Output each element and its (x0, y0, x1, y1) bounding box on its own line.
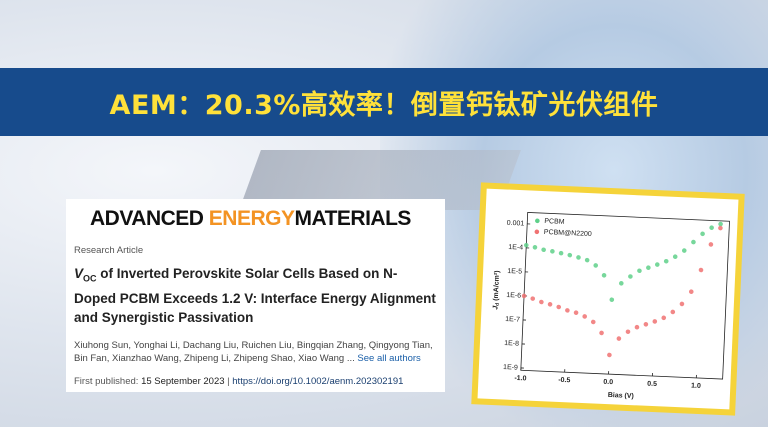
authors: Xiuhong Sun, Yonghai Li, Dachang Liu, Ru… (74, 339, 437, 366)
journal-part: MATERIALS (294, 207, 411, 230)
data-point (691, 239, 696, 245)
published-label: First published: (74, 375, 139, 387)
x-tick-label: -1.0 (514, 375, 526, 383)
data-point (637, 268, 642, 274)
x-tick-label: -0.5 (558, 377, 570, 385)
data-point (556, 304, 562, 310)
x-tick-label: 0.0 (603, 379, 613, 386)
data-point (672, 254, 678, 260)
data-point (681, 248, 687, 253)
data-point (708, 242, 714, 247)
y-label-unit: (mA/cm²) (493, 270, 501, 303)
data-point (670, 309, 676, 315)
journal-part: ENERGY (208, 207, 295, 230)
data-point (590, 319, 596, 325)
data-point (530, 296, 536, 301)
chart-frame: 0.001 1E-4 1E-5 1E-6 1E-7 1E-8 1E-9 -1.0 -0.5 0.0… (471, 182, 745, 416)
title-variable: V (74, 266, 84, 281)
data-point (599, 330, 604, 336)
data-point (550, 249, 555, 254)
banner-title: AEM：20.3%高效率！倒置钙钛矿光伏组件 (109, 89, 659, 121)
data-point (547, 301, 553, 307)
see-all-authors[interactable]: See all authors (357, 353, 421, 365)
data-point (634, 324, 640, 330)
data-point (718, 225, 723, 231)
data-point (643, 321, 649, 327)
data-point (652, 319, 658, 324)
data-point (661, 315, 667, 321)
y-tick-label: 0.001 (507, 220, 525, 228)
data-point (523, 242, 529, 248)
data-point (698, 267, 704, 273)
data-point (628, 274, 633, 279)
data-point (688, 289, 694, 295)
y-tick-label: 1E-7 (505, 316, 520, 324)
author-list: Xiuhong Sun, Yonghai Li, Dachang Liu, Ru… (74, 339, 433, 365)
data-point (541, 247, 546, 253)
published-date: 15 September 2023 (141, 375, 225, 387)
journal-part: ADVANCED (90, 207, 209, 230)
data-point (601, 273, 607, 278)
data-point (593, 263, 599, 268)
banner: AEM：20.3%高效率！倒置钙钛矿光伏组件 (0, 68, 768, 136)
data-point (625, 329, 631, 335)
data-point (609, 297, 615, 303)
data-point (679, 301, 685, 307)
article-card: ADVANCED ENERGYMATERIALS Research Articl… (66, 199, 445, 392)
legend-marker (535, 218, 540, 224)
y-label-sub: d (495, 303, 501, 306)
publication-info: First published: 15 September 2023 | htt… (74, 376, 437, 387)
legend-label: PCBM@N2200 (544, 229, 592, 238)
data-point (663, 258, 669, 264)
y-axis-label: Jd (mA/cm²) (492, 270, 502, 310)
data-point (616, 336, 622, 341)
data-point (539, 299, 544, 305)
data-point (619, 281, 624, 286)
y-tick-label: 1E-4 (508, 244, 523, 252)
y-tick-label: 1E-6 (506, 292, 521, 300)
data-point (700, 231, 705, 237)
data-point (521, 293, 527, 299)
y-tick-label: 1E-9 (503, 364, 518, 372)
plot-area (520, 211, 730, 380)
data-point (607, 352, 612, 358)
title-subscript: OC (83, 273, 97, 284)
doi-link[interactable]: https://doi.org/10.1002/aenm.202302191 (232, 375, 404, 387)
chart: 0.001 1E-4 1E-5 1E-6 1E-7 1E-8 1E-9 -1.0 -0.5 0.0… (477, 188, 739, 410)
data-point (582, 314, 587, 319)
x-axis-label: Bias (V) (608, 392, 634, 400)
legend-marker (534, 229, 540, 235)
data-point (532, 244, 538, 250)
data-point (646, 265, 651, 271)
data-point (565, 308, 570, 313)
y-tick-label: 1E-8 (504, 340, 519, 348)
data-point (709, 225, 714, 230)
article-type: Research Article (74, 245, 144, 256)
data-point (573, 310, 579, 315)
x-tick-label: 0.5 (647, 381, 657, 388)
data-point (558, 250, 564, 256)
data-point (584, 257, 590, 263)
legend-label: PCBM (544, 218, 565, 226)
data-point (567, 252, 573, 258)
data-point (576, 255, 581, 260)
journal-name: ADVANCED ENERGYMATERIALS (90, 207, 437, 231)
data-point (718, 221, 723, 227)
separator: | (227, 375, 230, 387)
title-text: of Inverted Perovskite Solar Cells Based… (74, 266, 436, 325)
x-tick-label: 1.0 (691, 383, 701, 390)
article-title: VOC of Inverted Perovskite Solar Cells B… (74, 264, 437, 327)
data-point (654, 262, 660, 267)
y-tick-label: 1E-5 (507, 268, 522, 276)
y-label-main: J (492, 305, 499, 310)
